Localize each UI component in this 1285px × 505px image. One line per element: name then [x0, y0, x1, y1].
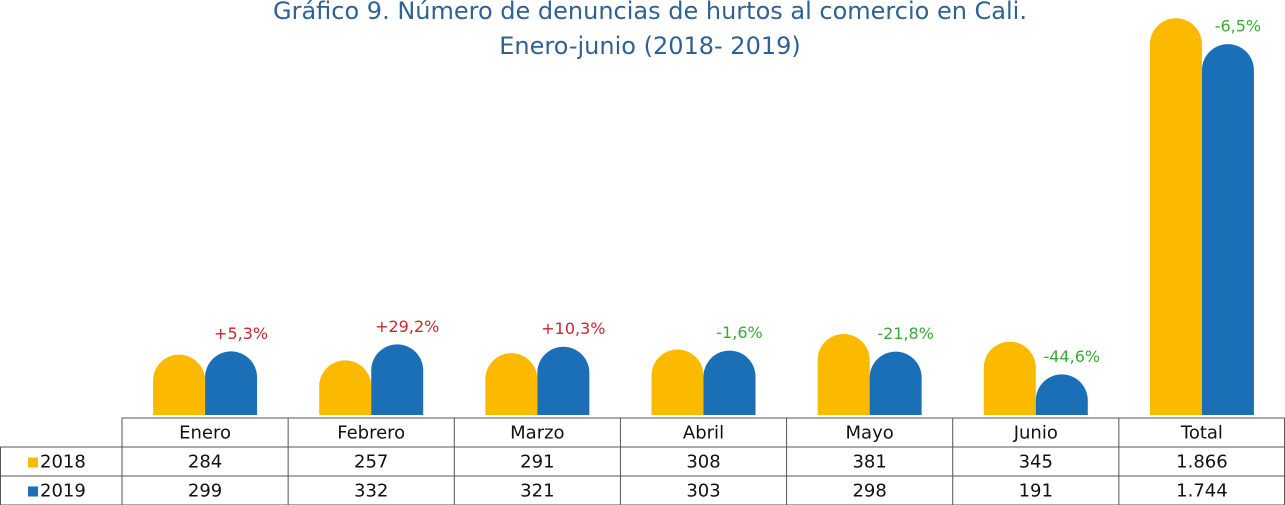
category-label: Mayo	[846, 423, 894, 444]
bar	[319, 360, 372, 415]
bar	[817, 333, 870, 415]
bar	[153, 354, 206, 415]
legend-swatch	[28, 457, 38, 468]
table-value: 298	[852, 481, 886, 502]
bar	[371, 344, 424, 415]
bar	[1201, 44, 1254, 415]
change-label: -6,5%	[1215, 17, 1261, 36]
legend-swatch	[28, 486, 38, 497]
table-value: 284	[188, 452, 222, 473]
category-label: Abril	[683, 423, 724, 444]
table-value: 321	[520, 481, 554, 502]
bar	[1035, 374, 1088, 415]
bar	[983, 341, 1036, 415]
change-label: -21,8%	[877, 324, 934, 343]
category-label: Febrero	[337, 423, 405, 444]
bar	[1149, 18, 1202, 416]
category-label: Junio	[1013, 423, 1058, 444]
table-value: 299	[188, 481, 222, 502]
table-value: 332	[354, 481, 388, 502]
table-value: 345	[1019, 452, 1053, 473]
bar	[485, 353, 538, 415]
table-value: 381	[852, 452, 886, 473]
bar	[205, 351, 258, 415]
bar	[703, 350, 756, 415]
change-label: -1,6%	[716, 323, 762, 342]
category-label: Total	[1180, 423, 1223, 444]
change-label: +10,3%	[541, 319, 605, 338]
category-label: Enero	[179, 423, 231, 444]
bar	[869, 351, 922, 415]
category-label: Marzo	[510, 423, 564, 444]
table-value: 257	[354, 452, 388, 473]
table-value: 308	[686, 452, 720, 473]
change-label: +29,2%	[375, 317, 439, 336]
change-label: +5,3%	[214, 324, 268, 343]
table-value: 1.866	[1176, 452, 1228, 473]
legend-label: 2018	[40, 452, 86, 473]
legend-label: 2019	[40, 481, 86, 502]
bar	[651, 349, 704, 415]
chart-title: Gráfico 9. Número de denuncias de hurtos…	[273, 0, 1027, 25]
bar	[537, 346, 590, 415]
table-value: 191	[1019, 481, 1053, 502]
table-value: 303	[686, 481, 720, 502]
table-value: 291	[520, 452, 554, 473]
table-value: 1.744	[1176, 481, 1228, 502]
change-label: -44,6%	[1043, 347, 1100, 366]
chart-subtitle: Enero-junio (2018- 2019)	[499, 32, 801, 60]
